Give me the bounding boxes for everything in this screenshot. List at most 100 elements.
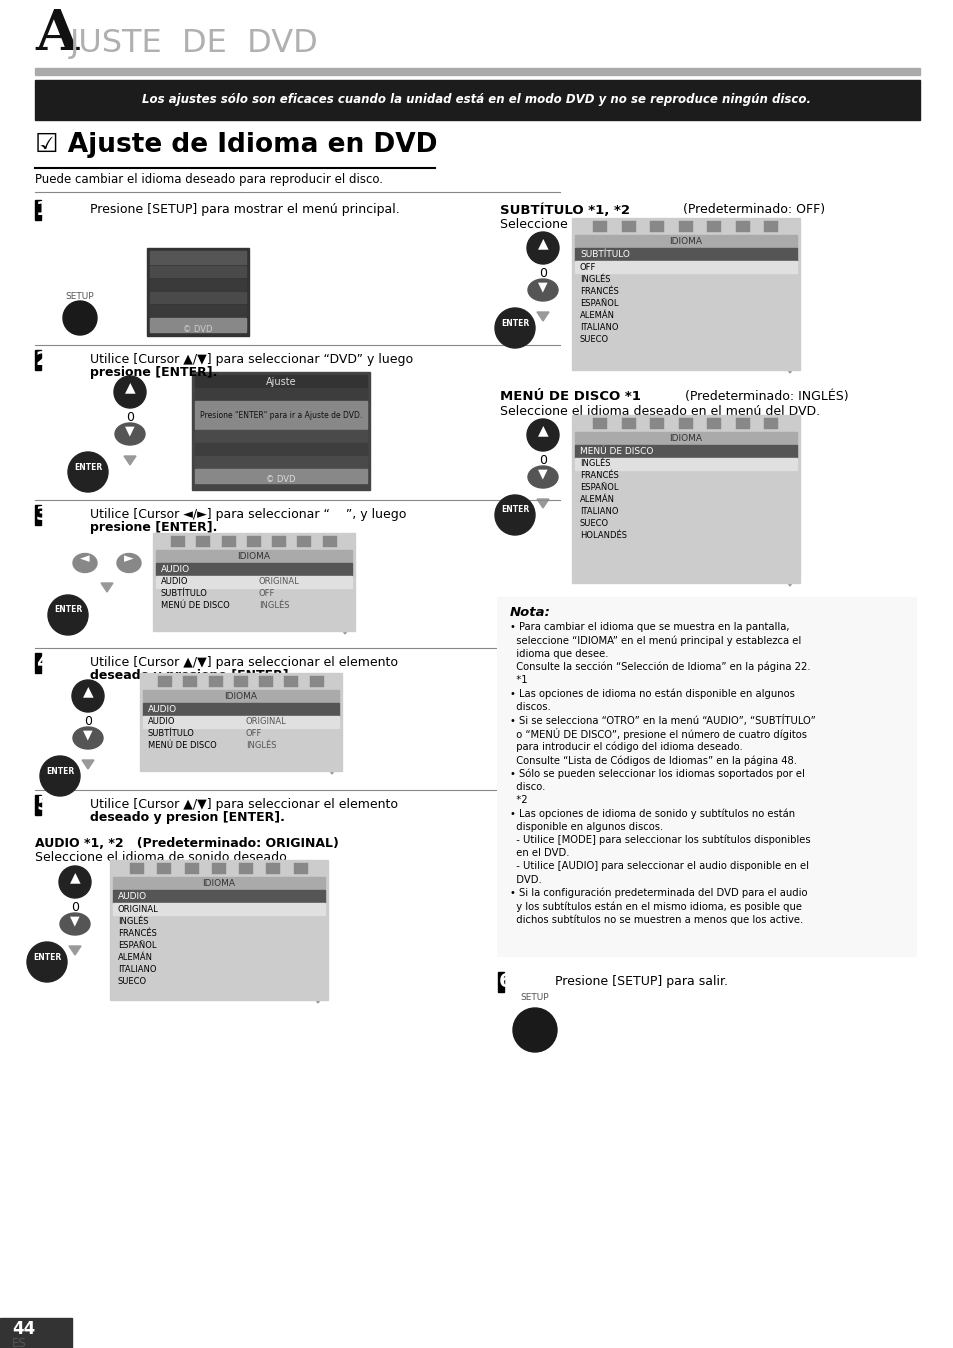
Text: IDIOMA: IDIOMA — [237, 551, 271, 561]
Text: 0: 0 — [126, 411, 133, 425]
Bar — [575, 262, 796, 274]
Text: SUECO: SUECO — [118, 976, 147, 985]
Bar — [572, 415, 800, 582]
Polygon shape — [338, 625, 351, 634]
Text: ORIGINAL: ORIGINAL — [246, 717, 287, 727]
Bar — [650, 221, 664, 232]
Ellipse shape — [115, 423, 145, 445]
Polygon shape — [537, 311, 548, 321]
Text: 0: 0 — [538, 454, 546, 466]
Bar — [140, 673, 341, 771]
Polygon shape — [537, 499, 548, 508]
Bar — [194, 469, 367, 483]
Text: ▼: ▼ — [83, 728, 92, 741]
Text: ▼: ▼ — [125, 425, 134, 438]
Bar — [194, 400, 367, 429]
Text: 1: 1 — [36, 200, 50, 218]
Circle shape — [68, 452, 108, 492]
Bar — [233, 675, 248, 687]
Bar — [209, 675, 222, 687]
Bar — [110, 860, 328, 1000]
Bar — [621, 418, 636, 429]
Text: Consulte “Lista de Códigos de Idiomas” en la página 48.: Consulte “Lista de Códigos de Idiomas” e… — [510, 755, 796, 766]
Bar — [221, 537, 235, 547]
Bar — [239, 863, 253, 874]
Text: Utilice [Cursor ▲/▼] para seleccionar “DVD” y luego: Utilice [Cursor ▲/▼] para seleccionar “D… — [90, 353, 413, 367]
Text: ES: ES — [12, 1337, 27, 1348]
Text: SUECO: SUECO — [579, 334, 608, 344]
Text: HOLANDÉS: HOLANDÉS — [579, 531, 626, 541]
Circle shape — [526, 419, 558, 452]
Text: 5: 5 — [36, 795, 50, 814]
Bar — [266, 863, 280, 874]
Text: IDIOMA: IDIOMA — [669, 434, 701, 443]
Text: SUBTÍTULO *1, *2: SUBTÍTULO *1, *2 — [499, 204, 629, 217]
Text: © DVD: © DVD — [183, 325, 213, 334]
Text: ENTER: ENTER — [73, 462, 102, 472]
Text: ◄: ◄ — [80, 553, 90, 566]
Bar — [143, 690, 338, 704]
Polygon shape — [783, 577, 795, 586]
Text: • Las opciones de idioma de sonido y subtítulos no están: • Las opciones de idioma de sonido y sub… — [510, 809, 794, 818]
Text: discos.: discos. — [510, 702, 550, 712]
Text: OFF: OFF — [258, 589, 275, 599]
Bar — [147, 248, 249, 336]
Bar — [152, 532, 355, 631]
Bar — [156, 563, 352, 576]
Text: ▲: ▲ — [70, 869, 80, 884]
Ellipse shape — [117, 554, 141, 573]
Bar — [185, 863, 198, 874]
Circle shape — [513, 1008, 557, 1051]
Text: ENTER: ENTER — [53, 605, 82, 615]
Bar — [35, 67, 919, 75]
Text: SUBTÍTULO: SUBTÍTULO — [579, 249, 629, 259]
Text: - Utilice [AUDIO] para seleccionar el audio disponible en el: - Utilice [AUDIO] para seleccionar el au… — [510, 861, 808, 871]
Bar — [621, 221, 636, 232]
Text: ALEMÁN: ALEMÁN — [579, 496, 615, 504]
Bar — [735, 418, 749, 429]
Text: Ajuste: Ajuste — [265, 377, 296, 387]
Circle shape — [495, 307, 535, 348]
Text: MENÚ DE DISCO *1: MENÚ DE DISCO *1 — [499, 390, 640, 403]
Text: SETUP: SETUP — [520, 993, 549, 1002]
Bar — [143, 704, 338, 716]
Circle shape — [27, 942, 67, 981]
Text: 3: 3 — [36, 506, 50, 524]
Bar — [194, 456, 367, 468]
Text: INGLÉS: INGLÉS — [579, 460, 610, 469]
Circle shape — [113, 376, 146, 408]
Bar — [150, 305, 246, 315]
Text: ITALIANO: ITALIANO — [579, 322, 618, 332]
Bar — [575, 431, 796, 445]
Text: © DVD: © DVD — [266, 476, 295, 484]
Text: AUDIO: AUDIO — [161, 565, 190, 574]
Bar — [35, 200, 41, 220]
Text: • Si se selecciona “OTRO” en la menú “AUDIO”, “SUBTÍTULO”: • Si se selecciona “OTRO” en la menú “AU… — [510, 714, 815, 727]
Bar — [259, 675, 273, 687]
Bar — [112, 890, 325, 903]
Bar — [593, 418, 607, 429]
Text: IDIOMA: IDIOMA — [202, 879, 235, 888]
Text: Puede cambiar el idioma deseado para reproducir el disco.: Puede cambiar el idioma deseado para rep… — [35, 173, 382, 186]
Bar — [156, 550, 352, 563]
Bar — [192, 372, 370, 491]
Text: OFF: OFF — [246, 729, 262, 739]
Ellipse shape — [60, 913, 90, 936]
Bar — [497, 599, 915, 956]
Text: 44: 44 — [12, 1320, 35, 1339]
Text: Los ajustes sólo son eficaces cuando la unidad está en el modo DVD y no se repro: Los ajustes sólo son eficaces cuando la … — [142, 93, 811, 106]
Circle shape — [59, 865, 91, 898]
Bar — [194, 375, 367, 387]
Text: ►: ► — [124, 553, 133, 566]
Text: y los subtítulos están en el mismo idioma, es posible que: y los subtítulos están en el mismo idiom… — [510, 902, 801, 911]
Bar — [763, 221, 778, 232]
Bar — [35, 350, 41, 369]
Bar — [650, 418, 664, 429]
Text: OFF: OFF — [579, 263, 596, 271]
Bar — [575, 235, 796, 248]
Text: ALEMÁN: ALEMÁN — [579, 310, 615, 319]
Text: Consulte la sección “Selección de Idioma” en la página 22.: Consulte la sección “Selección de Idioma… — [510, 662, 810, 673]
Bar — [310, 675, 323, 687]
Bar — [575, 248, 796, 262]
Text: • Si la configuración predeterminada del DVD para el audio: • Si la configuración predeterminada del… — [510, 888, 806, 899]
